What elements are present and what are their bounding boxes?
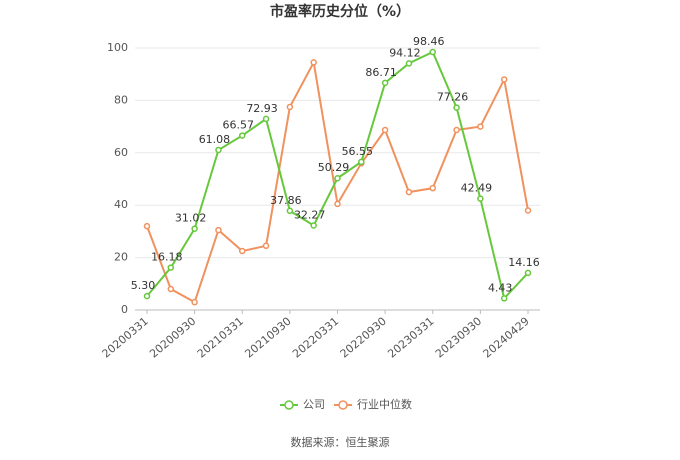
data-label: 5.30 [131,279,156,292]
point [143,222,151,230]
point [215,226,222,234]
chart-title: 市盈率历史分位（%） [270,3,410,20]
y-tick-label: 0 [121,303,128,316]
data-label: 16.18 [151,251,183,264]
point [262,115,270,123]
data-label: 32.27 [294,208,326,221]
point [500,295,508,302]
x-tick-label: 20230331 [385,315,436,361]
data-label: 66.57 [223,119,255,132]
y-tick-label: 100 [107,41,128,54]
point [358,158,365,166]
x-tick-label: 20220331 [290,315,341,361]
source-note: 数据来源：恒生聚源 [291,435,390,449]
point [215,146,222,154]
data-label: 42.49 [461,182,493,195]
x-tick-label: 20200930 [147,315,198,361]
x-tick-label: 20230930 [433,315,484,361]
point [453,104,460,111]
legend-label: 行业中位数 [357,397,412,411]
data-label: 61.08 [199,133,231,146]
point [429,48,436,56]
point [334,174,341,182]
point [286,103,294,111]
point [191,298,198,306]
point [310,222,317,229]
data-label: 72.93 [246,102,278,115]
point [167,285,175,293]
point [286,207,294,215]
x-tick-label: 20210930 [242,315,293,361]
x-tick-label: 20240429 [481,315,532,361]
point [500,76,508,83]
data-label: 94.12 [389,46,421,59]
point [334,200,341,208]
point [524,207,532,214]
point [381,79,389,87]
point [381,126,389,134]
data-label: 14.16 [508,256,540,269]
x-tick-label: 20220930 [338,315,389,361]
point [167,264,175,271]
data-label: 37.86 [270,194,302,207]
data-label: 31.02 [175,212,207,225]
point [239,247,246,255]
point [477,195,484,202]
x-tick-label: 20210331 [195,315,246,361]
legend-label: 公司 [303,398,325,411]
point [477,123,484,130]
point [405,60,413,67]
point [429,184,436,192]
legend-marker [338,400,348,410]
data-label: 98.46 [413,35,445,48]
data-label: 56.55 [342,145,374,158]
point [239,132,246,139]
point [310,59,317,66]
x-tick-label: 20200331 [100,315,151,361]
data-label: 50.29 [318,161,350,174]
y-tick-label: 40 [114,198,128,211]
point [453,126,460,134]
y-tick-label: 80 [114,93,128,106]
data-label: 4.43 [488,281,513,294]
point [143,292,151,300]
legend-marker [284,400,294,410]
point [524,269,532,277]
y-tick-label: 20 [114,251,128,264]
point [262,242,270,250]
data-label: 86.71 [365,66,397,79]
point [405,188,413,196]
point [191,225,198,232]
data-label: 77.26 [437,91,469,104]
y-tick-label: 60 [114,146,128,159]
